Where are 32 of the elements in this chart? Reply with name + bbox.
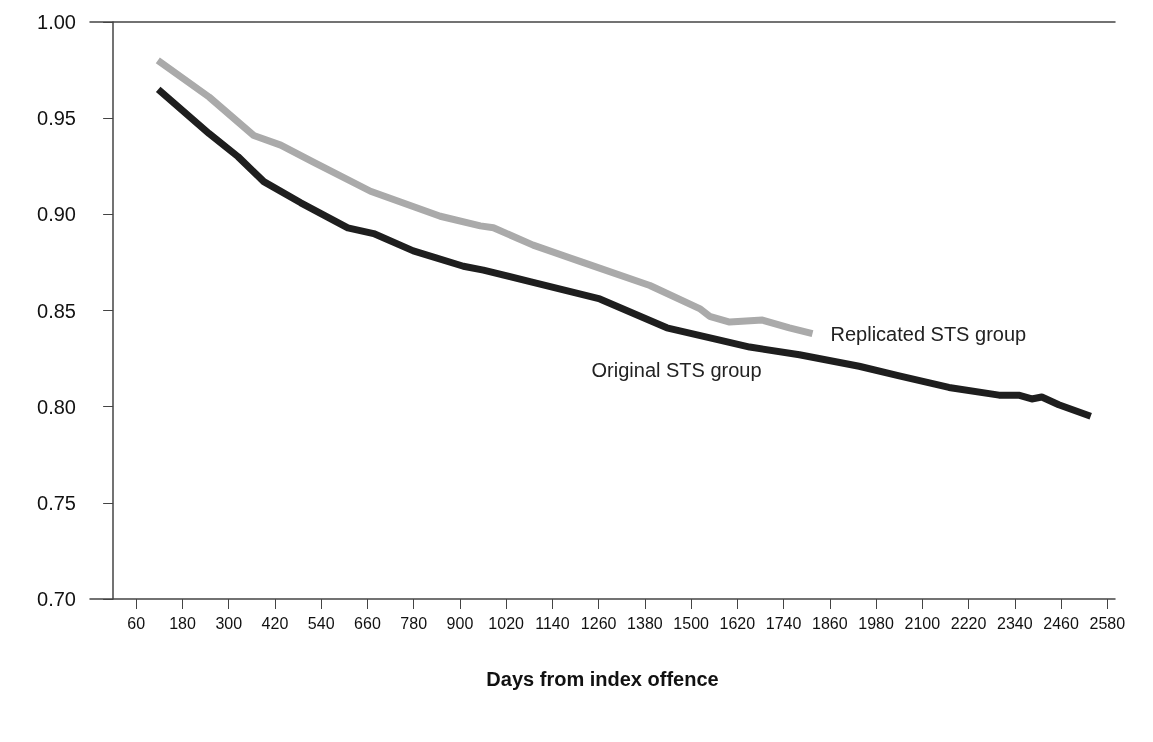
x-tick-label: 60: [127, 614, 146, 632]
x-tick-label: 2460: [1043, 614, 1079, 632]
x-tick-label: 1260: [580, 614, 617, 632]
series-label: Original STS group: [591, 359, 762, 382]
x-tick-label: 2580: [1089, 614, 1126, 632]
x-tick-label: 540: [307, 614, 335, 632]
x-tick-label: 420: [261, 614, 289, 632]
x-tick-label: 660: [354, 614, 381, 632]
x-tick-label: 1980: [858, 614, 894, 632]
x-tick-label: 2100: [904, 614, 941, 632]
x-tick-label: 2340: [997, 614, 1033, 632]
x-tick-label: 1380: [627, 614, 663, 632]
y-tick-label: 0.90: [37, 203, 76, 226]
x-tick-label: 180: [169, 614, 196, 632]
y-tick-label: 0.95: [37, 107, 76, 130]
x-tick-label: 1860: [812, 614, 848, 632]
x-tick-label: 2220: [950, 614, 987, 632]
x-axis-title: Days from index offence: [486, 668, 719, 690]
y-tick-label: 0.75: [37, 491, 76, 514]
x-tick-label: 1620: [719, 614, 756, 632]
x-tick-label: 300: [215, 614, 243, 632]
y-tick-label: 1.00: [37, 11, 76, 33]
y-tick-label: 0.85: [37, 299, 76, 322]
y-tick-label: 0.70: [37, 588, 76, 610]
x-tick-label: 1740: [765, 614, 802, 632]
x-tick-label: 1500: [673, 614, 710, 632]
x-tick-label: 1020: [488, 614, 525, 632]
x-tick-label: 1140: [535, 614, 570, 632]
x-tick-label: 780: [400, 614, 428, 632]
y-tick-label: 0.80: [37, 395, 76, 418]
series-label: Replicated STS group: [830, 322, 1027, 345]
x-tick-label: 900: [446, 614, 474, 632]
